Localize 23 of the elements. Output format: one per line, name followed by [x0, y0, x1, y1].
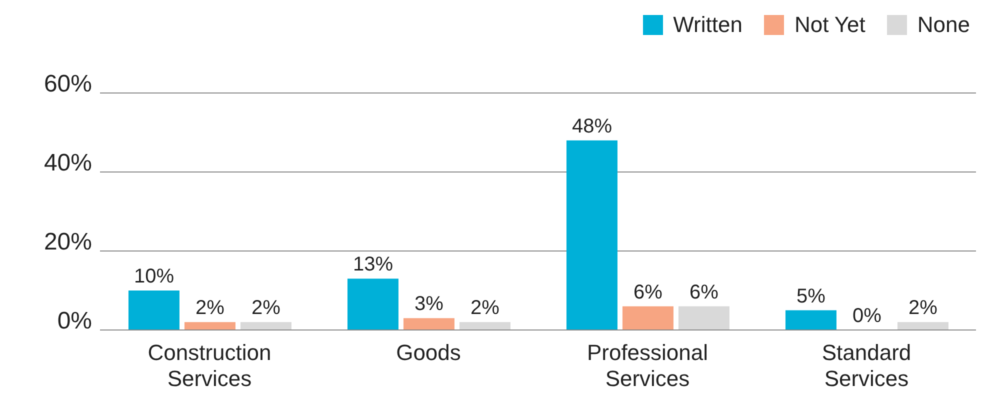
y-tick-label: 60% — [44, 70, 92, 98]
x-tick-label: Construction Services — [148, 340, 272, 391]
x-tick-label: Professional Services — [586, 340, 708, 391]
data-label: 2% — [196, 297, 225, 320]
data-label: 2% — [252, 297, 281, 320]
data-label: 6% — [634, 281, 663, 304]
data-label: 5% — [796, 285, 826, 308]
data-label: 2% — [908, 297, 938, 320]
legend-label: None — [916, 12, 970, 38]
x-tick-label: Goods — [396, 340, 461, 365]
legend-label: Written — [672, 12, 742, 38]
y-tick-label: 0% — [57, 308, 92, 335]
data-label: 13% — [352, 254, 394, 276]
legend-label: Not Yet — [793, 12, 866, 38]
data-label: 10% — [134, 266, 174, 288]
data-label: 6% — [690, 281, 719, 304]
y-tick-label: 20% — [44, 228, 92, 256]
data-label: 3% — [414, 293, 444, 316]
x-tick-label: Standard Services — [822, 340, 912, 391]
data-label: 0% — [852, 305, 882, 327]
y-tick-label: 40% — [44, 150, 92, 177]
data-label: 48% — [572, 115, 612, 138]
data-label: 2% — [470, 297, 500, 320]
